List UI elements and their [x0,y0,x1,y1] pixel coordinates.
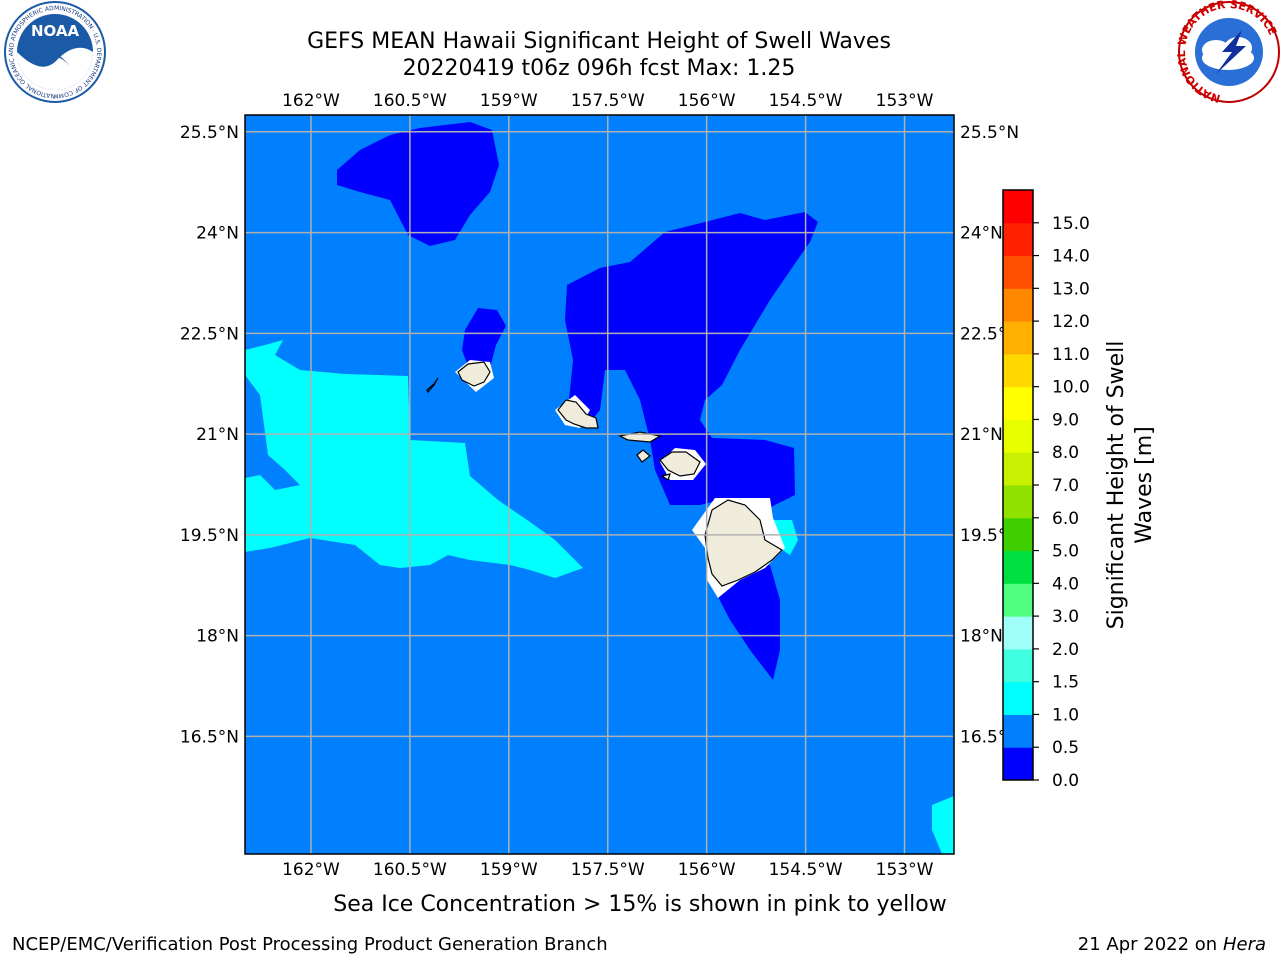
lon-tick-label-top-5: 154.5°W [769,91,843,111]
colorbar-tick-label-17: 15.0 [1052,214,1090,234]
island-kahoolawe [660,473,671,481]
map-panel: 162°W 162°W 160.5°W 160.5°W 159°W 159°W 157.5°… [180,91,1019,880]
cyan-swell-region-southeast [932,796,954,854]
colorbar-swatch-12 [1003,353,1033,388]
nws-logo: NATIONAL WEATHER SERVICE [1175,0,1280,105]
colorbar-tick-label-13: 11.0 [1052,345,1090,365]
colorbar-tick-label-1: 0.5 [1052,738,1079,758]
title-line-2: 20220419 t06z 096h fcst Max: 1.25 [403,56,796,81]
colorbar-swatch-1 [1003,714,1033,748]
lat-tick-label-left-5: 18°N [196,627,239,647]
lat-tick-label-left-1: 24°N [196,224,239,244]
lon-tick-label-bottom-6: 153°W [876,860,934,880]
lat-tick-label-left-6: 16.5°N [180,727,239,747]
map-frame [244,114,955,855]
lat-tick-label-left-0: 25.5°N [180,123,239,143]
lat-tick-label-left-2: 22.5°N [180,324,239,344]
low-swell-region-north [337,122,499,246]
footer-date: 21 Apr 2022 on [1078,934,1223,955]
island-maui [659,451,701,477]
sea-ice-note: Sea Ice Concentration > 15% is shown in … [333,892,947,917]
colorbar-tick-label-3: 1.5 [1052,673,1079,693]
colorbar-tick-label-0: 0.0 [1052,771,1079,791]
colorbar-swatch-8 [1003,485,1033,519]
colorbar-tick-label-14: 12.0 [1052,312,1090,332]
colorbar-swatch-0 [1003,747,1033,781]
colorbar-swatch-13 [1003,321,1033,355]
lon-tick-label-top-3: 157.5°W [571,91,645,111]
noaa-logo: NATIONAL OCEANIC AND ATMOSPHERIC ADMINIS… [0,0,106,103]
axis-tick-labels: 162°W 162°W 160.5°W 160.5°W 159°W 159°W 157.5°… [180,91,1019,880]
colorbar-swatch-10 [1003,419,1033,453]
lat-tick-label-left-3: 21°N [196,425,239,445]
colorbar-swatch-17 [1003,190,1033,224]
colorbar-swatch-11 [1003,386,1033,420]
colorbar-swatch-6 [1003,550,1033,584]
colorbar-swatch-14 [1003,288,1033,322]
islands [426,361,783,587]
lon-tick-label-top-1: 160.5°W [373,91,447,111]
lon-tick-label-top-0: 162°W [282,91,340,111]
low-swell-region-kauai-north [462,308,506,372]
colorbar-swatch-5 [1003,583,1033,617]
colorbar-label-line-2: Waves [m] [1132,426,1157,543]
noaa-logo-text: NOAA [31,22,80,40]
colorbar-tick-label-9: 7.0 [1052,476,1079,496]
colorbar-swatch-15 [1003,255,1033,289]
colorbar-swatch-7 [1003,517,1033,552]
lon-tick-label-bottom-5: 154.5°W [769,860,843,880]
lon-tick-label-bottom-2: 159°W [480,860,538,880]
lon-tick-label-top-6: 153°W [876,91,934,111]
colorbar-tick-label-4: 2.0 [1052,640,1079,660]
colorbar-swatch-4 [1003,616,1033,650]
colorbar-tick-label-7: 5.0 [1052,542,1079,562]
island-niihau [426,377,439,394]
colorbar-tick-label-16: 14.0 [1052,247,1090,267]
colorbar-tick-label-12: 10.0 [1052,378,1090,398]
lat-tick-label-right-3: 21°N [960,425,1003,445]
island-kauai [457,361,491,387]
lon-tick-label-bottom-0: 162°W [282,860,340,880]
colorbar-label-line-1: Significant Height of Swell [1104,341,1129,630]
title-line-1: GEFS MEAN Hawaii Significant Height of S… [307,29,891,54]
colorbar-tick-label-6: 4.0 [1052,574,1079,594]
colorbar-tick-label-11: 9.0 [1052,410,1079,430]
colorbar-swatch-9 [1003,452,1033,486]
footer-left: NCEP/EMC/Verification Post Processing Pr… [12,934,608,955]
colorbar-swatch-16 [1003,222,1033,257]
lon-tick-label-bottom-4: 156°W [678,860,736,880]
lat-tick-label-right-5: 18°N [960,627,1003,647]
lon-tick-label-top-2: 159°W [480,91,538,111]
low-swell-region-south [712,565,780,680]
lon-tick-label-top-4: 156°W [678,91,736,111]
lat-tick-label-right-0: 25.5°N [960,123,1019,143]
colorbar-tick-label-8: 6.0 [1052,509,1079,529]
lon-tick-label-bottom-3: 157.5°W [571,860,645,880]
island-hawaii [704,499,783,587]
colorbar-swatch-2 [1003,681,1033,715]
island-lanai [636,449,651,463]
low-swell-region-central [565,212,818,510]
cyan-swell-region-west [245,340,583,578]
footer-host: Hera [1223,934,1266,955]
colorbar-tick-label-15: 13.0 [1052,279,1090,299]
colorbar-swatch-3 [1003,648,1033,683]
colorbar-tick-label-2: 1.0 [1052,705,1079,725]
colorbar-tick-label-5: 3.0 [1052,607,1079,627]
lat-tick-label-left-4: 19.5°N [180,526,239,546]
island-oahu [557,399,599,429]
colorbar-tick-label-10: 8.0 [1052,443,1079,463]
colorbar: 0.0 0.5 1.0 1.5 2.0 3.0 4.0 5.0 6.0 7.0 8.0 9.0 10.0… [1002,189,1157,791]
lat-tick-label-right-1: 24°N [960,224,1003,244]
lon-tick-label-bottom-1: 160.5°W [373,860,447,880]
footer-right: 21 Apr 2022 on Hera [1078,934,1266,955]
gridlines [245,115,954,854]
